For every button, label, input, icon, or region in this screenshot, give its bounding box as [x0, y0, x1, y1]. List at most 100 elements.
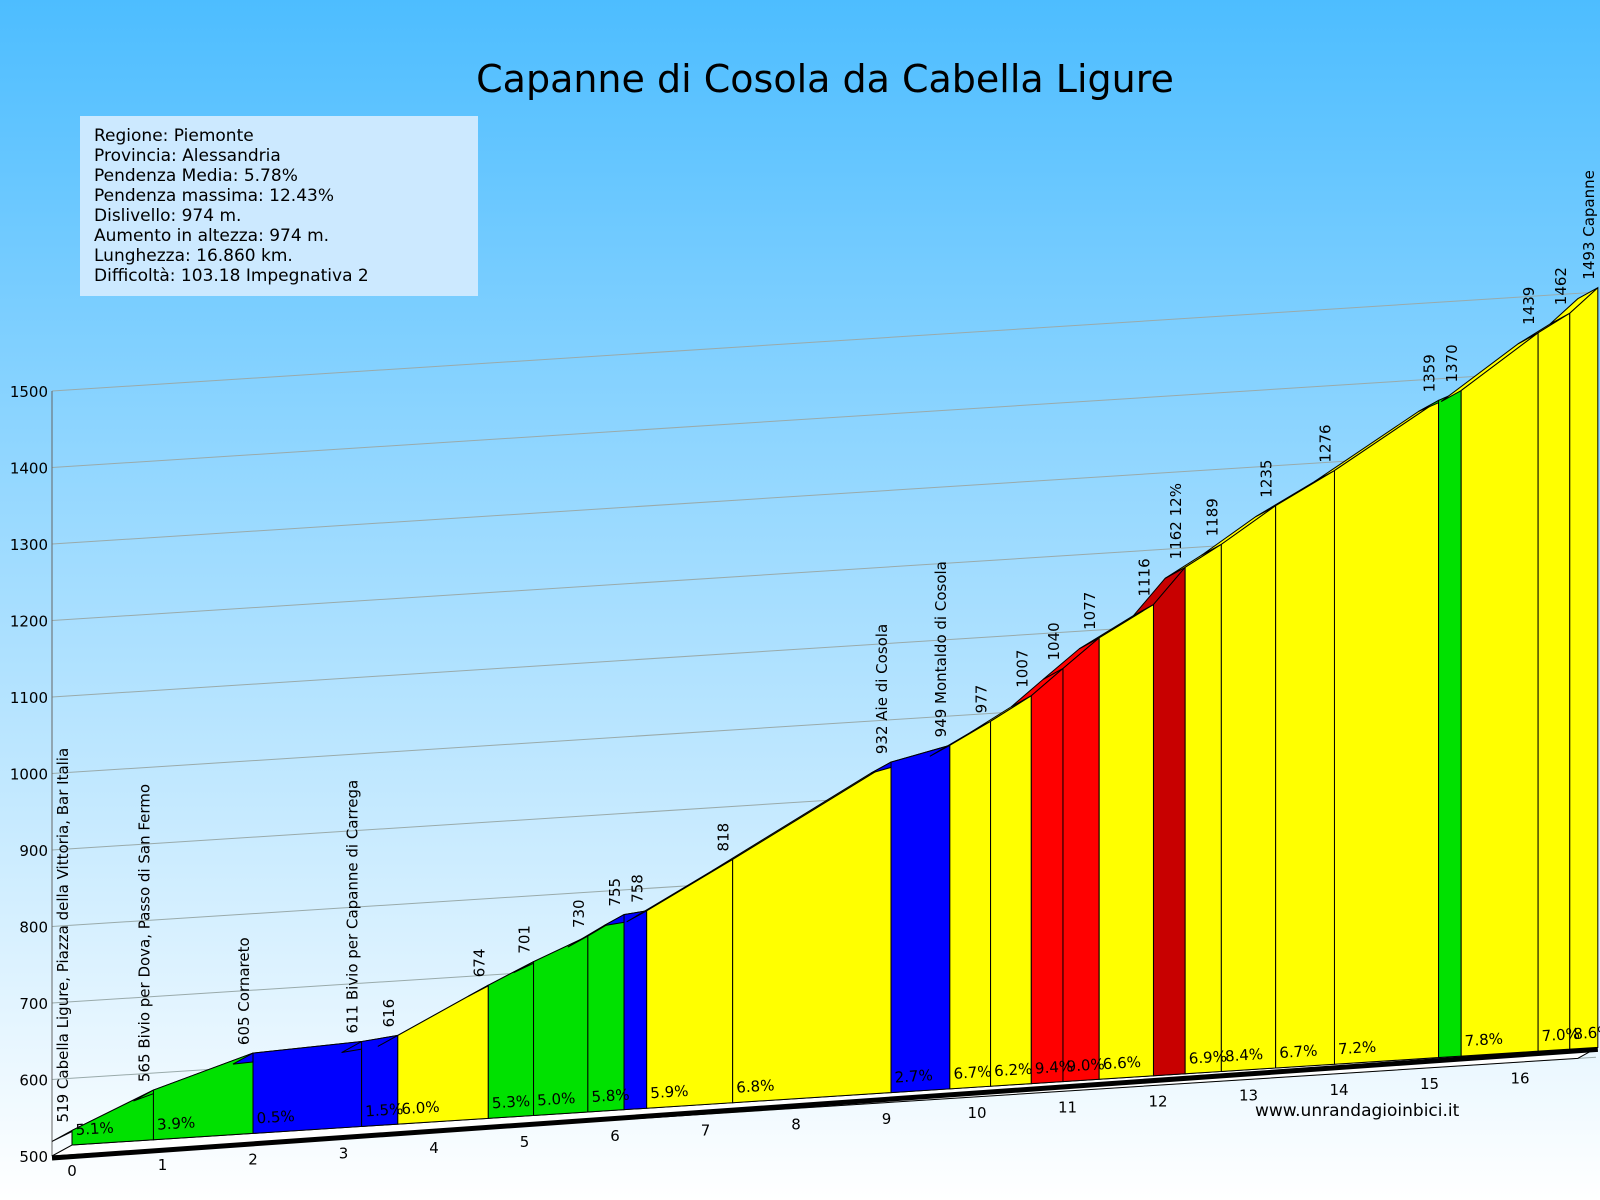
- point-label: 1493 Capanne: [1580, 170, 1598, 280]
- grade-label: 9.4%: [1034, 1057, 1073, 1077]
- x-tick-label: 3: [339, 1145, 349, 1163]
- x-tick-label: 12: [1148, 1092, 1167, 1110]
- info-box: Regione: Piemonte Provincia: Alessandria…: [80, 116, 478, 296]
- gridline: [51, 291, 1596, 392]
- segment-face: [587, 913, 625, 1113]
- y-tick-label: 1100: [10, 689, 48, 707]
- grade-label: 6.8%: [736, 1076, 775, 1096]
- segment-face: [1152, 565, 1186, 1077]
- x-tick-label: 7: [701, 1121, 711, 1139]
- y-tick-label: 900: [19, 842, 48, 860]
- point-label: 1116: [1135, 558, 1153, 596]
- y-tick-label: 1500: [10, 383, 48, 401]
- point-label: 932 Aie di Cosola: [873, 624, 891, 754]
- segment-face: [1275, 469, 1335, 1069]
- segment-face: [890, 744, 951, 1094]
- x-tick-label: 9: [882, 1110, 892, 1128]
- gridline: [51, 444, 1596, 545]
- grade-label: 3.9%: [157, 1113, 196, 1133]
- grade-label: 6.7%: [1279, 1042, 1318, 1062]
- grade-label: 5.3%: [491, 1092, 530, 1112]
- x-tick-label: 1: [158, 1156, 168, 1174]
- segment-face: [1438, 389, 1462, 1059]
- x-tick-label: 2: [248, 1150, 258, 1168]
- x-tick-label: 5: [520, 1133, 530, 1151]
- point-label: 949 Montaldo di Cosola: [932, 561, 950, 737]
- x-tick-label: 16: [1510, 1069, 1529, 1087]
- grade-label: 7.8%: [1464, 1030, 1503, 1050]
- point-label: 755: [606, 878, 624, 907]
- gridline: [51, 368, 1596, 468]
- segment-face: [1220, 504, 1277, 1072]
- info-average-grade: Pendenza Media: 5.78%: [94, 166, 298, 186]
- segment-face: [949, 720, 992, 1090]
- x-tick-label: 10: [967, 1104, 986, 1122]
- point-label: 1189: [1203, 498, 1221, 536]
- grade-label: 5.0%: [537, 1089, 576, 1109]
- point-label: 1040: [1045, 622, 1063, 660]
- website-credit: www.unrandagioinbici.it: [1255, 1101, 1460, 1121]
- point-label: 730: [570, 899, 588, 928]
- grade-label: 1.5%: [365, 1100, 404, 1120]
- x-tick-label: 15: [1420, 1075, 1439, 1093]
- y-tick-label: 1000: [10, 766, 48, 784]
- base-road-line: [51, 1046, 1599, 1161]
- grade-label: 5.8%: [591, 1086, 630, 1106]
- segment-face: [533, 935, 589, 1116]
- y-tick-label: 1200: [10, 613, 48, 631]
- point-label: 977: [973, 685, 991, 714]
- x-tick-label: 13: [1239, 1087, 1258, 1105]
- point-label: 1370: [1443, 344, 1461, 382]
- info-length: Lunghezza: 16.860 km.: [94, 246, 293, 266]
- grade-label: 0.5%: [256, 1107, 295, 1127]
- segment-face: [1537, 312, 1571, 1052]
- segment-face: [1184, 543, 1222, 1075]
- y-tick-label: 1300: [10, 536, 48, 554]
- grade-label: 8.6%: [1573, 1023, 1600, 1043]
- point-label: 1235: [1258, 460, 1276, 498]
- segment-face: [990, 694, 1032, 1087]
- profile-segments: [51, 286, 1599, 1146]
- info-elevation-gain: Aumento in altezza: 974 m.: [94, 226, 330, 246]
- y-tick-label: 500: [19, 1148, 48, 1166]
- point-label: 519 Cabella Ligure, Piazza della Vittori…: [54, 748, 72, 1123]
- info-region: Regione: Piemonte: [94, 126, 254, 146]
- point-label: 674: [470, 949, 488, 978]
- y-tick-label: 800: [19, 919, 48, 937]
- y-tick-label: 700: [19, 995, 48, 1013]
- grade-label: 5.1%: [75, 1119, 114, 1139]
- point-label: 818: [715, 823, 733, 852]
- info-province: Provincia: Alessandria: [94, 146, 281, 166]
- segment-face: [1098, 603, 1154, 1080]
- point-label: 1077: [1081, 592, 1099, 630]
- grade-label: 6.6%: [1102, 1053, 1141, 1073]
- grade-label: 7.0%: [1541, 1025, 1580, 1045]
- info-max-grade: Pendenza massima: 12.43%: [94, 186, 334, 206]
- point-label: 605 Cornareto: [235, 937, 253, 1045]
- point-label: 1276: [1316, 424, 1334, 462]
- y-tick-label: 600: [19, 1072, 48, 1090]
- segment-face: [1333, 399, 1440, 1065]
- point-label: 616: [380, 999, 398, 1028]
- grade-label: 8.4%: [1224, 1045, 1263, 1065]
- x-tick-label: 0: [67, 1162, 77, 1180]
- segment-face: [1569, 286, 1599, 1050]
- grade-label: 6.9%: [1188, 1047, 1227, 1067]
- point-label: 701: [516, 925, 534, 954]
- point-label: 1439: [1520, 287, 1538, 325]
- point-label: 1359: [1421, 354, 1439, 392]
- x-tick-label: 8: [791, 1116, 801, 1134]
- grade-labels: 5.1% 3.9% 0.5% 1.5%6.0% 5.3% 5.0% 5.8% 5.9% 6.8%…: [75, 1023, 1600, 1139]
- point-label: 1007: [1013, 650, 1031, 688]
- grade-label: 5.9%: [650, 1082, 689, 1102]
- x-tick-label: 11: [1058, 1098, 1077, 1116]
- grade-label: 6.2%: [994, 1060, 1033, 1080]
- grade-label: 6.0%: [401, 1098, 440, 1118]
- grade-label: 9.0%: [1066, 1055, 1105, 1075]
- info-difficulty: Difficoltà: 103.18 Impegnativa 2: [94, 266, 369, 286]
- point-label: 758: [629, 874, 647, 903]
- point-label: 1462: [1552, 267, 1570, 305]
- point-label: 1162 12%: [1167, 483, 1185, 559]
- segment-face: [1062, 636, 1100, 1083]
